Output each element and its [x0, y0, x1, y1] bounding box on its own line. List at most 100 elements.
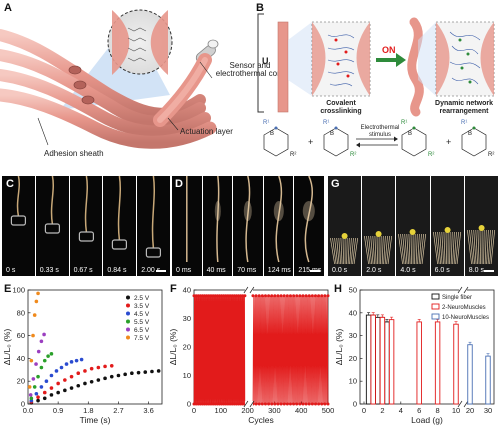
data-point: [49, 386, 54, 390]
photo-time-label: 40 ms: [206, 267, 226, 274]
cycle-trough-point: [276, 402, 280, 406]
data-point: [76, 383, 81, 388]
chem-r1-1: R¹: [263, 120, 270, 126]
bar: [434, 321, 441, 405]
data-point: [39, 365, 44, 370]
cycle-trough-point: [215, 402, 219, 406]
data-point: [76, 371, 81, 376]
legend-label: 2.5 V: [134, 295, 150, 302]
x-tick-label: 8: [436, 406, 440, 415]
bar: [388, 319, 395, 405]
cycle-trough-point: [279, 402, 283, 406]
axis-break: [244, 288, 253, 293]
y-tick-label: 50: [349, 286, 357, 295]
photo-time-label: 2.0 s: [366, 267, 382, 274]
data-point: [156, 369, 161, 373]
data-point: [34, 299, 39, 304]
cycle-trough-point: [304, 402, 308, 406]
data-point: [34, 362, 38, 366]
cycle-trough-point: [228, 402, 232, 406]
x-tick-label: 200: [241, 406, 254, 415]
photo-time-label: 0.33 s: [39, 267, 59, 274]
bar: [370, 314, 376, 405]
data-point: [56, 381, 60, 386]
data-point: [136, 370, 141, 375]
data-point: [69, 360, 74, 364]
data-point: [44, 379, 49, 383]
cycle-peak-point: [263, 294, 267, 298]
data-point: [31, 333, 35, 338]
cycle-peak-point: [230, 294, 234, 298]
y-axis-label: ΔL/L₀ (%): [334, 329, 344, 366]
photo-strip-d: 0 ms 40 ms 70 ms 124 ms 215 ms: [172, 176, 324, 276]
cycle-trough-point: [313, 402, 317, 406]
cycle-trough-point: [194, 402, 198, 406]
panel-letter-f: F: [170, 283, 177, 295]
cycle-peak-point: [320, 294, 324, 298]
cycle-trace: [193, 295, 246, 405]
photo-frame-c-0: 0 s: [2, 176, 35, 276]
cycle-trough-point: [267, 402, 271, 406]
svg-text:+: +: [308, 137, 313, 147]
legend-marker: [126, 303, 130, 308]
data-point: [42, 358, 47, 363]
data-point: [46, 354, 50, 358]
legend-marker: [126, 319, 130, 324]
cycle-trough-point: [196, 402, 200, 406]
data-point: [96, 365, 101, 370]
cycle-peak-point: [282, 294, 286, 298]
x-axis-label: Time (s): [80, 415, 111, 425]
cycle-peak-point: [243, 294, 247, 298]
panel-b-illustration: + +: [257, 13, 495, 157]
data-point: [42, 390, 47, 395]
svg-text:+: +: [446, 137, 451, 147]
legend-label: 2-NeuroMuscles: [442, 305, 486, 311]
y-tick-label: 0: [21, 400, 25, 409]
x-tick-label: 20: [466, 406, 474, 415]
cycle-trough-point: [230, 402, 234, 406]
cycle-peak-point: [222, 294, 226, 298]
cycle-peak-point: [267, 294, 271, 298]
y-tick-label: 40: [17, 354, 25, 363]
panel-a-illustration: [0, 9, 219, 149]
label-adhesion-sheath: Adhesion sheath: [44, 149, 104, 158]
y-tick-label: 30: [183, 314, 191, 323]
cycle-peak-point: [298, 294, 302, 298]
cycle-peak-point: [228, 294, 232, 298]
data-point: [36, 374, 40, 379]
cycle-peak-point: [270, 294, 274, 298]
cycle-trough-point: [211, 402, 215, 406]
photo-time-label: 0.84 s: [107, 267, 127, 274]
cycle-trough-point: [200, 402, 204, 406]
data-point: [36, 398, 40, 403]
cycle-peak-point: [194, 294, 198, 298]
curved-fiber: [407, 17, 424, 117]
label-electrothermal-stimulus: Electrothermal stimulus: [360, 125, 400, 138]
cycle-peak-point: [304, 294, 308, 298]
cycle-peak-point: [192, 294, 196, 298]
fiber-ends: [68, 65, 95, 105]
chem-r2-2: R²: [350, 152, 357, 158]
data-point: [42, 332, 46, 337]
data-point: [31, 377, 36, 381]
cycle-trough-point: [222, 402, 226, 406]
legend-marker: [431, 313, 440, 320]
straight-fiber: [277, 21, 289, 113]
cycle-peak-point: [241, 294, 245, 298]
data-point: [49, 393, 54, 397]
photo-time-label: 0.67 s: [73, 267, 93, 274]
cycle-peak-point: [301, 294, 305, 298]
cycle-trough-point: [298, 402, 302, 406]
cycle-peak-point: [307, 294, 311, 298]
cycle-trough-point: [217, 402, 221, 406]
chem-r1-3: R¹: [401, 120, 408, 126]
caption-covalent-crosslinking: Covalent crosslinking: [320, 100, 362, 115]
cycle-trough-point: [301, 402, 305, 406]
data-point: [123, 372, 127, 377]
data-point: [39, 385, 44, 389]
cycle-trough-point: [320, 402, 324, 406]
cycle-trough-point: [254, 402, 258, 406]
cycle-peak-point: [285, 294, 289, 298]
data-point: [103, 364, 107, 369]
cycle-trough-point: [260, 402, 264, 406]
